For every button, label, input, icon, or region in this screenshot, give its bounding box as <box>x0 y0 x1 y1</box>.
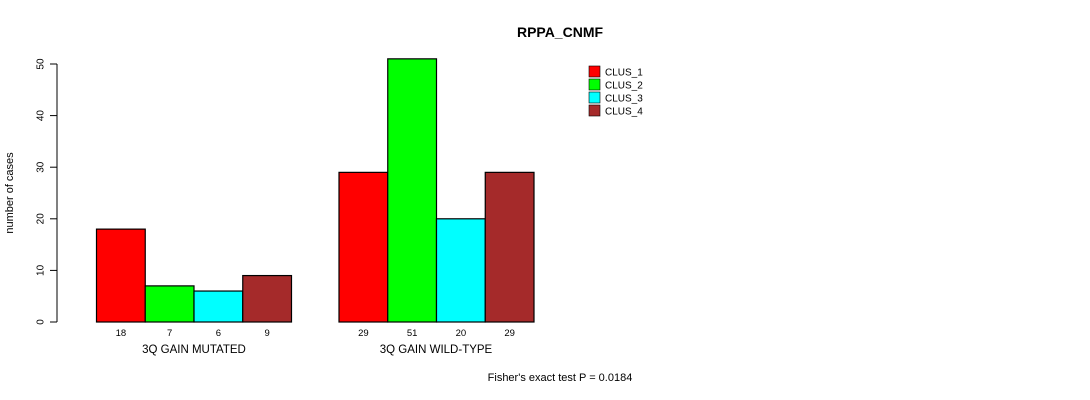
bar-value-label: 6 <box>216 328 221 339</box>
legend-swatch-clus3 <box>588 91 601 104</box>
bar-value-label: 9 <box>264 328 269 339</box>
bar-value-label: 51 <box>407 328 418 339</box>
bar-clus_1-group2 <box>338 171 389 323</box>
bar-clus_3-group1 <box>193 290 244 323</box>
bar-value-label: 29 <box>504 328 515 339</box>
chart-title: RPPA_CNMF <box>517 24 604 40</box>
bar-value-label: 7 <box>167 328 172 339</box>
legend: CLUS_1 CLUS_2 CLUS_3 CLUS_4 <box>588 65 643 118</box>
bar-clus_4-group1 <box>242 274 293 323</box>
legend-swatch-clus1 <box>588 65 601 78</box>
bar-clus_1-group1 <box>95 228 146 323</box>
bar-clus_3-group2 <box>435 218 486 323</box>
bar-value-label: 20 <box>456 328 467 339</box>
bars-layer: 18 7 6 9 29 51 20 29 <box>95 58 535 339</box>
legend-swatch-clus4 <box>588 104 601 117</box>
legend-label-clus1: CLUS_1 <box>605 68 643 79</box>
legend-label-clus2: CLUS_2 <box>605 81 643 92</box>
bar-clus_4-group2 <box>484 171 535 323</box>
legend-swatch-clus2 <box>588 78 601 91</box>
group-label-wild-type: 3Q GAIN WILD-TYPE <box>380 344 493 356</box>
bar-value-label: 29 <box>358 328 369 339</box>
bar-clus_2-group1 <box>144 285 195 323</box>
bar-value-label: 18 <box>116 328 127 339</box>
y-tick-label: 0 <box>36 319 47 325</box>
y-axis-label: number of cases <box>4 152 16 234</box>
bar-clus_2-group2 <box>387 58 438 323</box>
y-tick-label: 20 <box>36 213 47 225</box>
y-tick-label: 30 <box>36 161 47 173</box>
y-tick-label: 40 <box>36 110 47 122</box>
group-label-mutated: 3Q GAIN MUTATED <box>142 344 246 356</box>
y-axis: 0 10 20 30 40 50 <box>36 58 58 325</box>
y-tick-label: 50 <box>36 58 47 70</box>
footnote-pvalue: Fisher's exact test P = 0.0184 <box>488 372 633 384</box>
y-tick-label: 10 <box>36 264 47 276</box>
legend-label-clus3: CLUS_3 <box>605 94 643 105</box>
legend-label-clus4: CLUS_4 <box>605 107 643 118</box>
